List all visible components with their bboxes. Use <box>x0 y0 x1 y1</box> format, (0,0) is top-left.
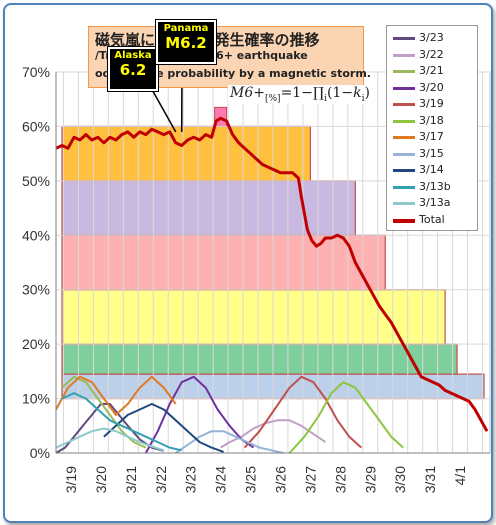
x-tick-label: 3/29 <box>362 466 378 493</box>
alaska-pointer <box>149 85 177 133</box>
legend-item: 3/15 <box>393 146 477 162</box>
panama-callout: Panama M6.2 <box>156 20 216 64</box>
y-tick-label: 70% <box>22 64 50 80</box>
legend-swatch <box>393 202 415 205</box>
legend-swatch <box>393 37 415 40</box>
legend-item: 3/22 <box>393 47 477 63</box>
legend-item: 3/13b <box>393 179 477 195</box>
legend-label: 3/19 <box>419 97 444 110</box>
legend-swatch <box>393 169 415 172</box>
probability-band-1 <box>61 343 458 375</box>
series-line-3-18 <box>288 381 404 454</box>
legend-item: 3/21 <box>393 63 477 79</box>
legend-swatch <box>393 152 415 156</box>
series-line-3-21 <box>61 375 147 449</box>
x-tick-label: 3/27 <box>302 466 318 493</box>
x-tick-label: 3/24 <box>213 466 229 493</box>
legend-item: 3/13a <box>393 195 477 211</box>
series-line-3-19 <box>243 375 362 449</box>
y-tick-label: 20% <box>22 336 50 352</box>
legend-swatch <box>393 86 415 90</box>
legend-swatch <box>393 185 415 189</box>
x-tick-label: 3/31 <box>422 466 438 493</box>
y-tick-label: 50% <box>22 173 50 189</box>
x-tick-label: 4/1 <box>452 466 468 486</box>
x-tick-label: 3/30 <box>392 466 408 493</box>
x-tick-label: 3/28 <box>332 466 348 493</box>
x-tick-label: 3/21 <box>123 466 139 493</box>
series-line-3-13b <box>61 392 182 452</box>
legend-item: 3/23 <box>393 30 477 46</box>
legend-label: 3/20 <box>419 80 444 94</box>
chart-legend: 3/23 3/22 3/21 3/20 3/19 3/18 3/17 3/15 3/14 3/13… <box>386 25 478 231</box>
series-line-3-13a <box>55 427 165 452</box>
x-tick-label: 3/26 <box>272 466 288 493</box>
series-line-3-20 <box>144 375 255 454</box>
legend-label: 3/17 <box>419 130 444 143</box>
legend-label: 3/13a <box>419 196 451 209</box>
series-line-Total <box>55 116 489 432</box>
y-tick-label: 0% <box>30 445 50 461</box>
legend-label: 3/21 <box>419 64 444 77</box>
legend-item: 3/20 <box>393 80 477 96</box>
y-tick-label: 60% <box>22 118 50 134</box>
legend-item: 3/18 <box>393 113 477 129</box>
series-line-3-23 <box>55 403 165 454</box>
legend-item: 3/17 <box>393 129 477 145</box>
series-line-3-15 <box>175 430 284 454</box>
legend-swatch <box>393 103 415 106</box>
x-tick-label: 3/19 <box>63 466 79 493</box>
legend-label: Total <box>419 212 445 226</box>
legend-swatch <box>393 119 415 123</box>
legend-swatch <box>393 136 415 139</box>
series-line-3-22 <box>220 419 326 449</box>
legend-swatch <box>393 218 415 223</box>
legend-label: 3/15 <box>419 146 444 160</box>
alaska-callout: Alaska 6.2 <box>108 47 158 91</box>
legend-item: Total <box>393 212 477 228</box>
y-tick-label: 40% <box>22 227 50 243</box>
legend-item: 3/14 <box>393 162 477 178</box>
series-line-3-17 <box>55 375 177 416</box>
probability-band-4 <box>61 180 356 236</box>
probability-band-3 <box>61 234 386 291</box>
legend-label: 3/23 <box>419 31 444 44</box>
legend-label: 3/13b <box>419 179 451 193</box>
x-tick-label: 3/25 <box>243 466 259 493</box>
x-tick-label: 3/20 <box>93 466 109 493</box>
legend-item: 3/19 <box>393 96 477 112</box>
x-tick-label: 3/22 <box>153 466 169 493</box>
series-line-3-14 <box>103 403 224 453</box>
probability-band-2 <box>61 289 446 345</box>
chart-subtitle-line2: occurrence probability by a magnetic sto… <box>95 67 371 80</box>
legend-swatch <box>393 53 415 57</box>
y-tick-label: 10% <box>22 391 50 407</box>
x-tick-label: 3/23 <box>183 466 199 493</box>
legend-label: 3/14 <box>419 163 444 176</box>
legend-swatch <box>393 70 415 73</box>
legend-label: 3/18 <box>419 113 444 127</box>
probability-band-5 <box>61 125 312 182</box>
legend-label: 3/22 <box>419 47 444 61</box>
y-tick-label: 30% <box>22 282 50 298</box>
probability-formula: M6+[%]=1−∏i(1−ki) <box>228 85 372 104</box>
